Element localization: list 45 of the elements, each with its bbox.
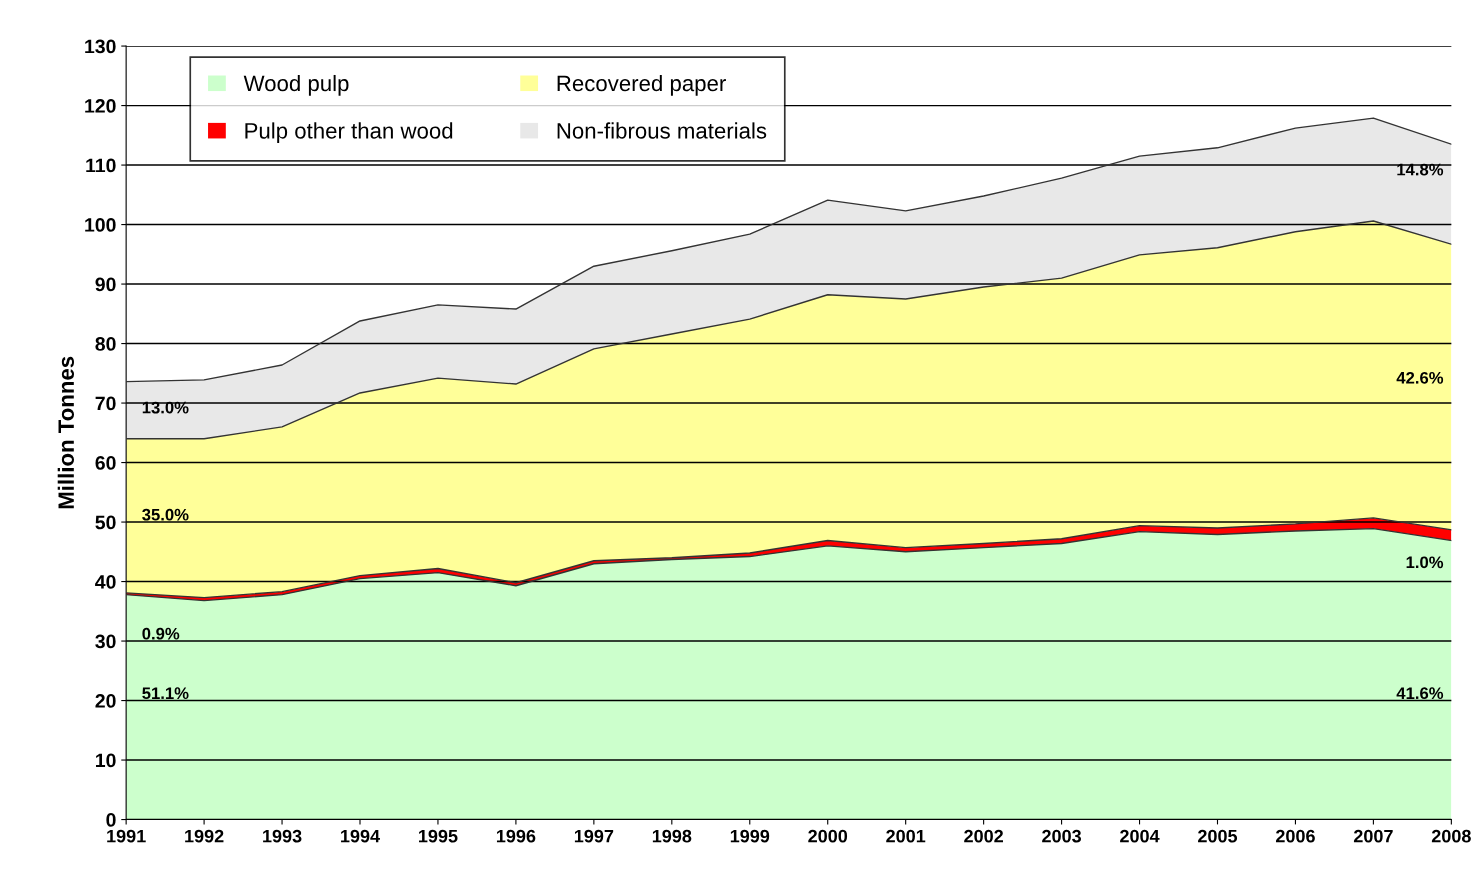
x-tick-label: 1996 (496, 829, 536, 843)
legend-label: Recovered paper (557, 74, 726, 96)
y-tick-label: 60 (95, 456, 116, 470)
y-tick-label: 110 (86, 158, 116, 173)
x-tick-label: 2003 (1042, 829, 1082, 843)
x-tick-label: 2002 (964, 829, 1003, 843)
x-tick-label: 1994 (341, 829, 380, 843)
y-tick-label: 100 (85, 218, 116, 232)
y-tick-label: 40 (95, 575, 116, 589)
x-tick-label: 2005 (1198, 829, 1238, 843)
y-tick-label: 90 (95, 277, 116, 292)
annotation: 42.6% (1396, 371, 1444, 384)
annotation: 14.8% (1397, 163, 1444, 176)
y-tick-label: 30 (95, 634, 116, 649)
x-tick-label: 1992 (185, 829, 224, 843)
y-tick-label: 80 (95, 337, 116, 351)
x-tick-label: 2000 (808, 829, 848, 843)
annotation: 35.0% (142, 508, 189, 521)
x-tick-label: 1995 (419, 829, 458, 843)
annotation: 1.0% (1406, 556, 1444, 569)
y-tick-label: 0 (106, 813, 116, 827)
x-tick-label: 1999 (730, 829, 770, 843)
annotation: 13.0% (142, 401, 189, 414)
y-tick-label: 10 (96, 753, 116, 768)
x-tick-label: 1991 (107, 829, 146, 843)
x-tick-label: 1998 (652, 829, 692, 843)
x-tick-label: 1993 (263, 829, 302, 843)
annotation: 0.9% (142, 627, 180, 640)
x-tick-label: 2004 (1120, 829, 1160, 843)
x-tick-label: 2006 (1275, 829, 1315, 843)
y-tick-label: 120 (85, 99, 116, 113)
annotation: 41.6% (1396, 687, 1444, 700)
x-tick-label: 2001 (886, 829, 926, 843)
annotation: 51.1% (142, 687, 189, 700)
x-tick-label: 2007 (1353, 829, 1393, 843)
legend-label: Pulp other than wood (245, 122, 453, 144)
x-tick-label: 2008 (1431, 829, 1471, 843)
y-tick-label: 50 (95, 515, 116, 530)
y-tick-label: 130 (85, 39, 116, 54)
legend-label: Wood pulp (243, 74, 349, 96)
y-tick-label: 70 (95, 396, 116, 411)
legend-label: Non-fibrous materials (557, 122, 767, 139)
y-tick-label: 20 (95, 694, 116, 708)
y-axis-title: Million Tonnes (57, 356, 75, 509)
x-tick-label: 1997 (574, 829, 614, 843)
